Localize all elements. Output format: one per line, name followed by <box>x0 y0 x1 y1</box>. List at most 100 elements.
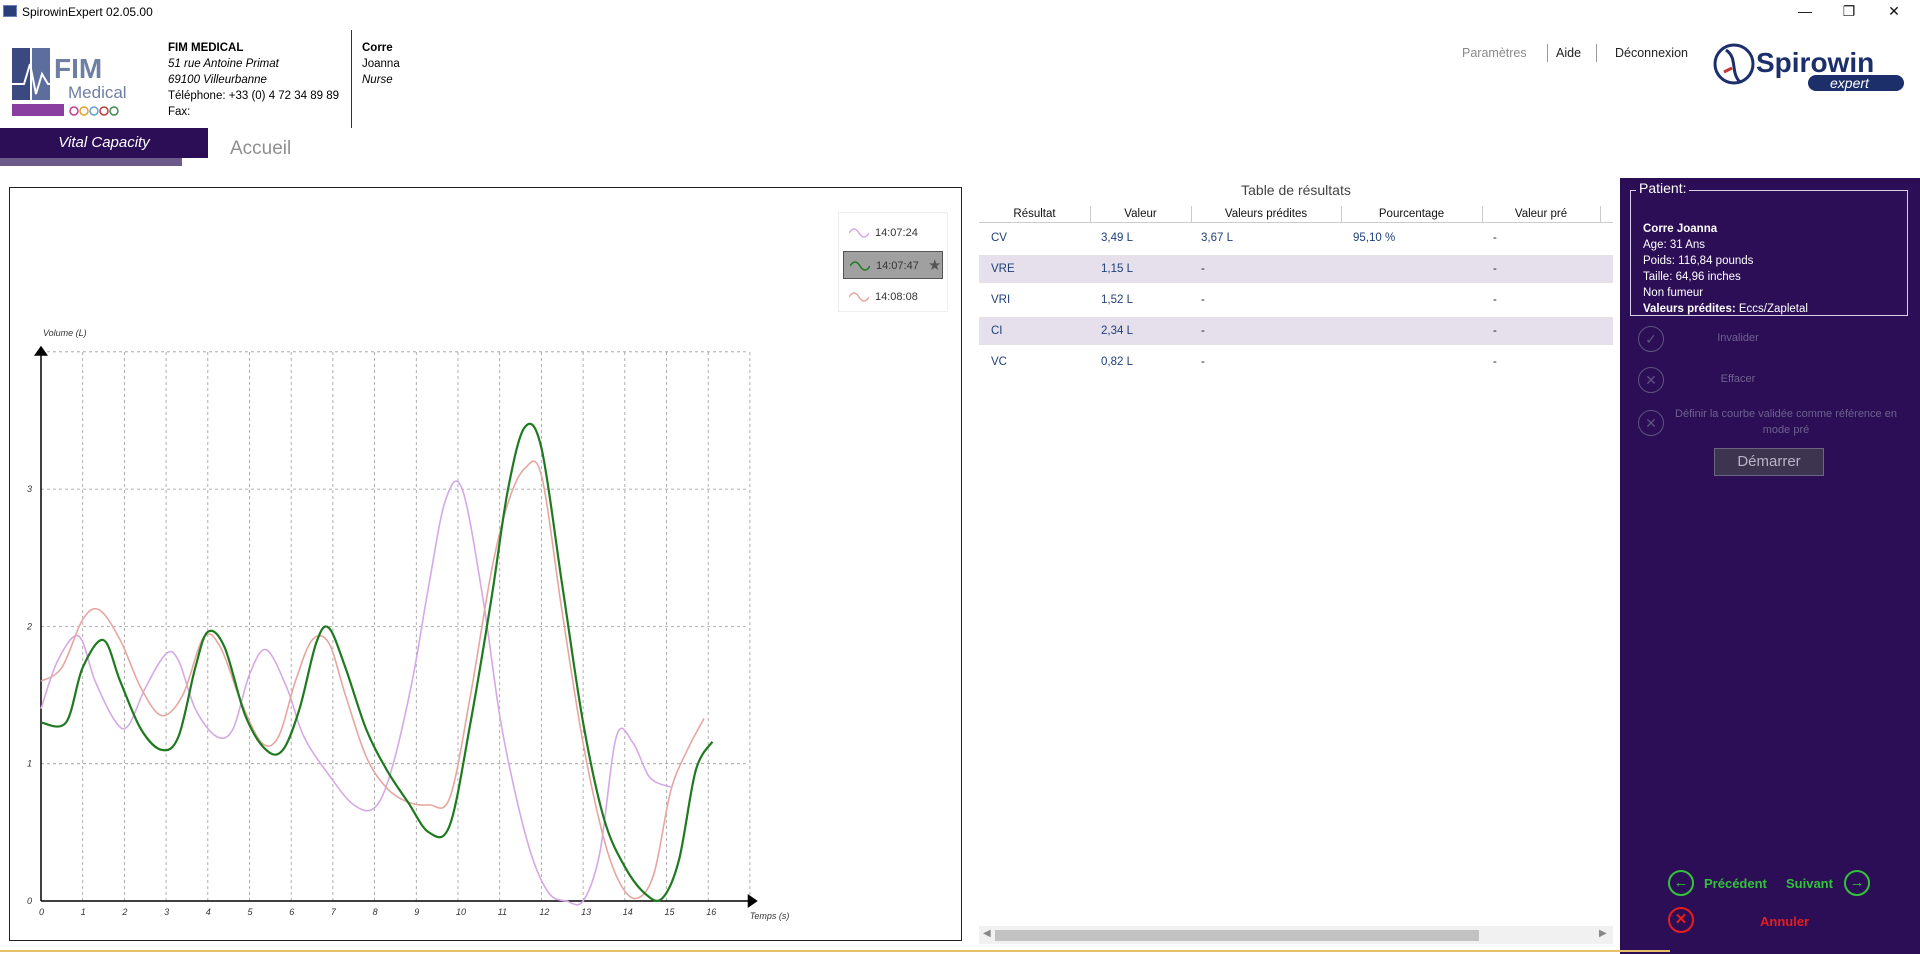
invalidate-button[interactable]: ✓ Invalider <box>1638 326 1918 354</box>
org-phone: Téléphone: +33 (0) 4 72 34 89 89 <box>168 90 340 102</box>
x-tick-label: 10 <box>456 907 466 917</box>
patient-details: Corre Joanna Age: 31 Ans Poids: 116,84 p… <box>1643 221 1808 317</box>
col-header-predicted[interactable]: Valeurs prédites <box>1224 208 1308 220</box>
cross-icon: ✕ <box>1638 410 1664 436</box>
next-button[interactable]: Suivant <box>1786 876 1833 891</box>
window-titlebar: SpirowinExpert 02.05.00 — ❐ ✕ <box>0 0 1920 24</box>
table-row[interactable]: VC 0,82 L - - <box>979 348 1613 376</box>
brand-text-spirowin: Spirowin <box>1756 47 1874 78</box>
patient-box-legend: Patient: <box>1636 180 1690 196</box>
cell-pre: - <box>1493 356 1497 368</box>
help-link[interactable]: Aide <box>1556 46 1582 60</box>
restore-button[interactable]: ❐ <box>1842 3 1856 19</box>
x-tick-label: 7 <box>331 907 337 917</box>
nav-separator <box>1547 44 1548 62</box>
legend-label: 14:07:47 <box>876 260 919 272</box>
patient-age: Age: 31 Ans <box>1643 239 1706 251</box>
organization-info: FIM MEDICAL 51 rue Antoine Primat 69100 … <box>168 40 339 120</box>
arrow-left-icon[interactable]: ← <box>1668 870 1694 896</box>
cancel-icon[interactable]: ✕ <box>1668 907 1694 933</box>
logo-text-medical: Medical <box>68 83 127 102</box>
y-axis-title: Volume (L) <box>43 328 87 338</box>
series-line-3 <box>40 460 705 900</box>
app-icon <box>3 5 17 17</box>
x-axis-title: Temps (s) <box>750 911 790 921</box>
window-title: SpirowinExpert 02.05.00 <box>22 5 153 19</box>
cell-pre: - <box>1493 263 1497 275</box>
cell-predicted: - <box>1201 263 1205 275</box>
col-header-percent[interactable]: Pourcentage <box>1378 208 1445 220</box>
legend-item-2[interactable]: 14:07:47 ★ <box>843 251 943 279</box>
brand-text-expert: expert <box>1830 75 1870 91</box>
tab-home[interactable]: Accueil <box>230 138 292 159</box>
erase-button[interactable]: ✕ Effacer <box>1638 367 1918 395</box>
close-button[interactable]: ✕ <box>1888 3 1900 19</box>
cell-value: 1,52 L <box>1101 294 1133 306</box>
x-tick-label: 15 <box>665 907 676 917</box>
x-tick-label: 2 <box>121 907 127 917</box>
cell-pre: - <box>1493 325 1497 337</box>
table-row[interactable]: CV 3,49 L 3,67 L 95,10 % - <box>979 224 1613 252</box>
col-header-value[interactable]: Valeur <box>1124 208 1157 220</box>
cell-predicted: - <box>1201 325 1205 337</box>
user-last-name: Corre <box>362 42 393 54</box>
start-button[interactable]: Démarrer <box>1714 448 1824 476</box>
arrow-right-icon[interactable]: → <box>1844 870 1870 896</box>
x-tick-label: 5 <box>248 907 254 917</box>
scroll-right-icon[interactable]: ▶ <box>1599 928 1607 939</box>
star-icon: ★ <box>928 257 942 274</box>
y-tick-label: 0 <box>27 896 32 906</box>
minimize-button[interactable]: — <box>1798 3 1812 19</box>
cell-value: 1,15 L <box>1101 263 1133 275</box>
tab-active-underline <box>0 158 182 166</box>
predicted-value: Eccs/Zapletal <box>1735 303 1808 315</box>
legend-item-3[interactable]: 14:08:08 <box>843 283 943 311</box>
user-info: Corre Joanna Nurse <box>362 40 400 88</box>
y-tick-label: 1 <box>27 759 32 769</box>
scrollbar-thumb[interactable] <box>995 930 1479 941</box>
y-tick-label: 3 <box>27 484 32 494</box>
app-header: FIM Medical FIM MEDICAL 51 rue Antoine P… <box>0 24 1920 128</box>
cell-percent: 95,10 % <box>1353 232 1396 244</box>
patient-smoker: Non fumeur <box>1643 287 1704 299</box>
patient-panel: Corre Joanna Age: 31 Ans Poids: 116,84 p… <box>1620 178 1920 954</box>
settings-link[interactable]: Paramètres <box>1462 46 1527 60</box>
status-line <box>0 950 1670 952</box>
cell-pre: - <box>1493 232 1497 244</box>
table-row[interactable]: VRI 1,52 L - - <box>979 286 1613 314</box>
invalidate-label: Invalider <box>1717 332 1759 344</box>
scroll-left-icon[interactable]: ◀ <box>983 928 991 939</box>
logout-link[interactable]: Déconnexion <box>1615 46 1688 60</box>
table-row[interactable]: CI 2,34 L - - <box>979 317 1613 345</box>
cell-predicted: - <box>1201 356 1205 368</box>
col-header-pre[interactable]: Valeur pré <box>1514 208 1568 220</box>
cell-result: VRE <box>991 263 1015 275</box>
user-role: Nurse <box>362 74 393 86</box>
legend-item-1[interactable]: 14:07:24 <box>843 219 943 247</box>
org-address1: 51 rue Antoine Primat <box>168 58 279 70</box>
logo-text-fim: FIM <box>54 53 102 84</box>
erase-label: Effacer <box>1720 373 1756 385</box>
horizontal-scrollbar[interactable]: ◀ ▶ <box>979 926 1613 944</box>
legend-label: 14:08:08 <box>875 291 918 303</box>
org-address2: 69100 Villeurbanne <box>168 74 267 86</box>
header-divider <box>351 30 352 128</box>
nav-separator <box>1596 44 1597 62</box>
x-tick-label: 13 <box>581 907 591 917</box>
x-tick-label: 1 <box>81 907 86 917</box>
series-line-2 <box>40 422 714 902</box>
x-tick-label: 8 <box>373 907 378 917</box>
tab-vital-capacity[interactable]: Vital Capacity <box>0 128 208 158</box>
cell-result: CV <box>991 232 1007 244</box>
set-reference-button[interactable]: ✕ Définir la courbe validée comme référe… <box>1638 406 1918 440</box>
y-tick-label: 2 <box>26 621 32 631</box>
results-header-row: Résultat Valeur Valeurs prédites Pourcen… <box>979 206 1613 223</box>
table-row[interactable]: VRE 1,15 L - - <box>979 255 1613 283</box>
previous-button[interactable]: Précédent <box>1704 876 1767 891</box>
volume-time-chart[interactable]: 0 1 2 3 4 5 6 7 8 9 10 11 12 13 14 15 16 0 1 2 3 Volume (L) Te… <box>9 187 962 941</box>
cancel-button[interactable]: Annuler <box>1760 914 1810 929</box>
col-header-result[interactable]: Résultat <box>1013 208 1056 220</box>
x-tick-label: 0 <box>39 907 44 917</box>
legend-label: 14:07:24 <box>875 227 918 239</box>
